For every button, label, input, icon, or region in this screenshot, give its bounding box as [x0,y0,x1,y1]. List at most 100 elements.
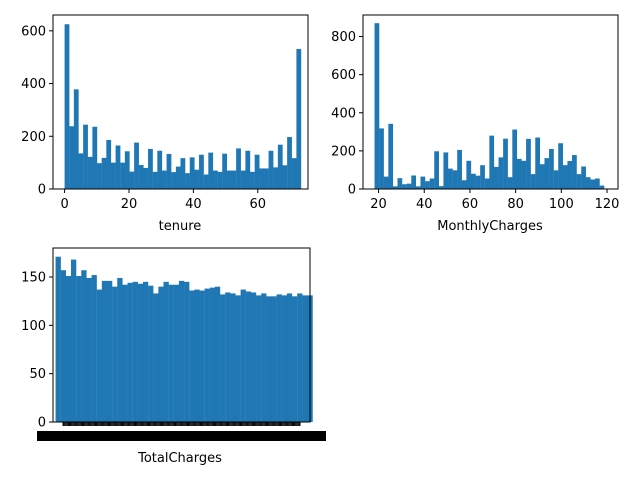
tenure-bar [83,124,88,189]
monthlycharges-bar [438,186,444,189]
totalcharges-y-tick-label: 0 [38,416,46,431]
totalcharges-bar [281,295,288,422]
totalcharges-bar [158,286,164,422]
tenure-bar [240,170,246,189]
tenure-bar [101,157,107,189]
totalcharges-bar [148,285,154,422]
monthlycharges-bar [594,178,600,189]
tenure-bar [92,126,98,189]
monthlycharges-bar [461,180,467,189]
tenure-bar [110,162,116,189]
monthlycharges-x-tick-label: 60 [462,197,479,212]
totalcharges-bar [65,276,72,422]
totalcharges-bar [225,292,231,422]
totalcharges-bar [91,275,97,422]
totalcharges-ticks: 0 50 100 150 [21,271,53,431]
tenure-bar [185,173,190,189]
tenure-bar [152,171,158,189]
tenure-bar [212,170,218,189]
tenure-bar [236,148,241,189]
monthlycharges-x-tick-label: 80 [507,197,524,212]
tenure-bar [73,89,79,189]
monthlycharges-x-tick-label: 20 [370,197,387,212]
tenure-plot-frame [52,14,309,190]
tenure-bar [134,142,139,189]
tenure-bar [217,171,223,189]
totalcharges-bar [261,293,267,422]
totalcharges-bar [163,281,169,422]
monthlycharges-bar [406,183,412,189]
monthlycharges-bar [448,168,453,189]
totalcharges-bar [302,295,308,422]
totalcharges-bar [250,292,257,422]
totalcharges-bar [184,281,190,422]
totalcharges-bar [70,259,77,422]
tenure-bar [254,154,260,189]
tenure-bars [64,24,302,190]
totalcharges-bar [86,277,92,422]
tenure-bar [106,139,112,189]
monthlycharges-bar [392,186,398,189]
monthlycharges-bar [498,157,504,189]
tenure-bar [129,171,135,189]
monthlycharges-bar [374,23,380,189]
tenure-y-tick-label: 600 [21,24,46,39]
monthlycharges-x-axis-label: MonthlyCharges [437,219,543,234]
monthlycharges-bar [466,160,472,189]
monthlycharges-x-tick-label: 120 [595,197,620,212]
tenure-bar [175,166,181,189]
monthlycharges-bar [484,178,490,189]
tenure-bar [277,144,283,189]
tenure-y-tick-label: 0 [38,183,46,198]
totalcharges-bar [286,293,293,422]
monthlycharges-bar [434,151,439,189]
tenure-ticks: 0 200 400 600 0 20 40 60 [21,24,266,212]
tenure-histogram: 0 200 400 600 0 20 40 60 tenure [21,14,309,234]
monthlycharges-bar [567,160,573,189]
monthlycharges-bar [535,137,541,189]
monthlycharges-bar [512,129,518,189]
totalcharges-bar [245,291,252,422]
totalcharges-bar [137,283,144,422]
totalcharges-bar [142,281,149,422]
monthlycharges-histogram: 0 200 400 600 800 20 40 60 80 100 120 MonthlyCharg… [331,14,619,234]
totalcharges-bar [256,295,262,422]
tenure-bar [69,126,75,189]
monthlycharges-plot-frame [362,14,619,190]
totalcharges-bar [297,293,303,422]
monthlycharges-bar [443,152,449,189]
monthlycharges-y-tick-label: 200 [331,144,356,159]
tenure-bar [138,165,144,189]
totalcharges-plot-frame [52,247,311,423]
totalcharges-histogram: 0 50 100 150 TotalCharges [21,247,326,466]
monthlycharges-bar [507,177,513,189]
totalcharges-bar [292,296,298,422]
totalcharges-overlapping-tick-labels [37,431,326,441]
tenure-bar [259,168,265,189]
monthlycharges-bar [475,175,481,189]
tenure-x-tick-label: 20 [121,197,138,212]
monthlycharges-bars [374,23,605,189]
totalcharges-bar [153,293,159,422]
tenure-bar [171,172,177,189]
tenure-bar [203,174,209,189]
tenure-bar [245,150,251,189]
monthlycharges-bar [489,135,495,189]
tenure-bar [231,170,237,189]
monthlycharges-bar [411,175,417,189]
tenure-bar [161,170,167,189]
totalcharges-bar [96,289,102,422]
totalcharges-bar [117,277,123,422]
totalcharges-bar [276,294,282,422]
monthlycharges-bar [585,177,591,189]
monthlycharges-ticks: 0 200 400 600 800 20 40 60 80 100 120 [331,30,619,212]
totalcharges-bar [204,288,210,422]
totalcharges-y-tick-label: 50 [29,367,46,382]
monthlycharges-y-tick-label: 400 [331,106,356,121]
monthlycharges-bar [457,149,462,189]
totalcharges-bar [220,294,226,422]
tenure-x-tick-label: 60 [249,197,266,212]
tenure-x-tick-label: 40 [185,197,202,212]
monthlycharges-bar [539,164,545,189]
